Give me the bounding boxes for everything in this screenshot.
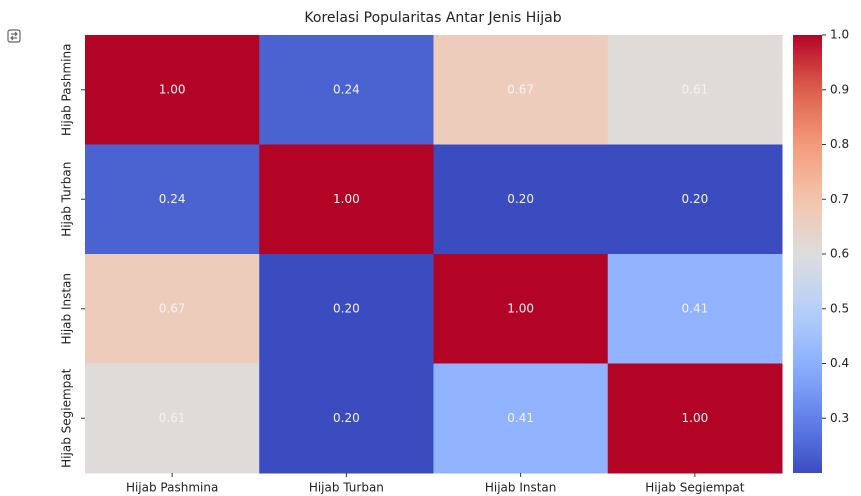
y-tick-label: Hijab Instan (60, 273, 74, 345)
colorbar-tick-label: 0.7 (830, 192, 849, 206)
cell-label: 1.00 (159, 82, 186, 96)
cell-label: 0.67 (507, 82, 534, 96)
colorbar (793, 35, 822, 473)
y-tick-label: Hijab Pashmina (60, 44, 74, 136)
x-tick-label: Hijab Segiempat (645, 481, 744, 495)
cell-label: 0.61 (159, 411, 186, 425)
heatmap-cell (607, 35, 783, 145)
cell-label: 0.41 (682, 301, 709, 315)
cell-label: 0.61 (682, 82, 709, 96)
heatmap-cell (433, 363, 609, 474)
heatmap-cell (607, 254, 783, 364)
cell-label: 0.41 (507, 411, 534, 425)
cell-label: 0.20 (507, 192, 534, 206)
colorbar-tick-label: 0.8 (830, 137, 849, 151)
x-tick-label: Hijab Turban (309, 481, 384, 495)
cell-label: 0.67 (159, 301, 186, 315)
heatmap-cell (433, 254, 609, 364)
cell-label: 0.20 (682, 192, 709, 206)
x-tick-label: Hijab Pashmina (126, 481, 218, 495)
heatmap-cell (85, 35, 260, 145)
heatmap-cell (85, 363, 260, 474)
heatmap-cell (259, 363, 434, 474)
heatmap-cell (607, 363, 783, 474)
heatmap-cell (85, 144, 260, 255)
colorbar-tick-label: 0.3 (830, 411, 849, 425)
x-tick-label: Hijab Instan (485, 481, 557, 495)
cell-label: 1.00 (682, 411, 709, 425)
y-tick-label: Hijab Segiempat (60, 368, 74, 467)
cell-label: 0.20 (333, 301, 360, 315)
toolbar-icon[interactable] (7, 29, 21, 43)
heatmap-cell (433, 144, 609, 255)
heatmap-cell (433, 35, 609, 145)
colorbar-tick-label: 0.9 (830, 82, 849, 96)
y-tick-label: Hijab Turban (60, 162, 74, 237)
cell-label: 0.24 (159, 192, 186, 206)
heatmap-cell (607, 144, 783, 255)
colorbar-tick-label: 0.5 (830, 301, 849, 315)
cell-label: 0.24 (333, 82, 360, 96)
heatmap-cell (259, 144, 434, 255)
heatmap-cell (85, 254, 260, 364)
cell-label: 1.00 (333, 192, 360, 206)
heatmap-cell (259, 254, 434, 364)
heatmap-cell (259, 35, 434, 145)
colorbar-tick-label: 0.6 (830, 247, 849, 261)
colorbar-tick-label: 1.0 (830, 28, 849, 42)
colorbar-tick-label: 0.4 (830, 356, 849, 370)
cell-label: 0.20 (333, 411, 360, 425)
chart-title: Korelasi Popularitas Antar Jenis Hijab (304, 10, 561, 26)
cell-label: 1.00 (507, 301, 534, 315)
